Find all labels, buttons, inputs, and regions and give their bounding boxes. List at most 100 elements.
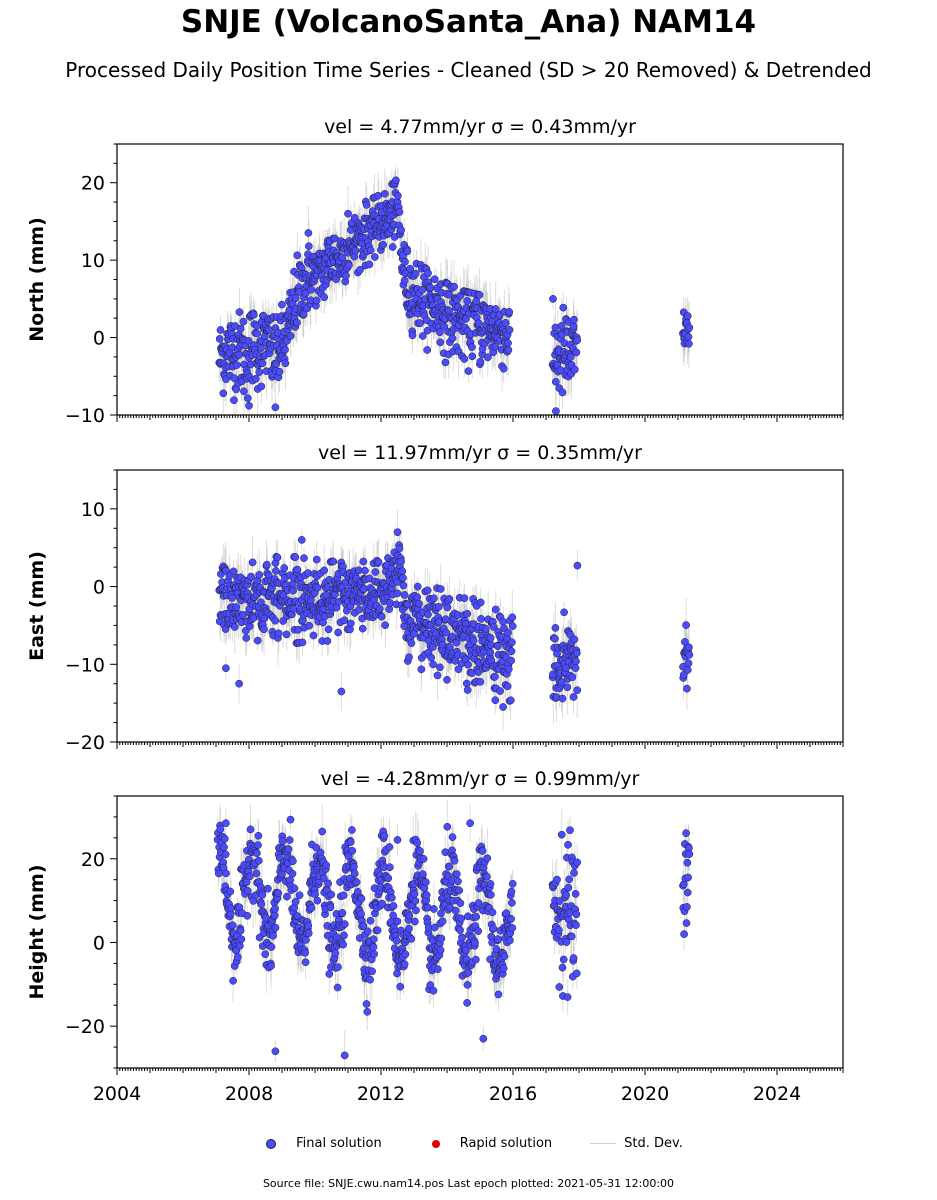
data-point <box>260 625 268 634</box>
data-point <box>301 289 310 298</box>
data-point <box>499 364 508 373</box>
data-point <box>429 660 437 669</box>
data-point <box>491 605 500 614</box>
data-point <box>236 926 245 935</box>
data-point <box>214 869 223 878</box>
data-point <box>289 857 297 866</box>
data-point <box>252 869 261 878</box>
data-point <box>298 638 307 647</box>
data-point <box>683 684 691 693</box>
data-point <box>235 308 244 316</box>
data-point <box>251 374 260 383</box>
data-point <box>416 319 424 328</box>
data-point <box>464 660 472 669</box>
data-point <box>551 323 560 332</box>
data-point <box>475 291 484 299</box>
data-point <box>445 595 454 603</box>
data-point <box>242 634 251 642</box>
data-point <box>304 929 313 938</box>
data-point <box>568 673 577 682</box>
data-point <box>486 648 495 657</box>
data-point <box>351 246 360 255</box>
data-point <box>433 671 442 680</box>
data-point <box>281 359 290 368</box>
data-point <box>326 903 335 912</box>
data-point <box>399 574 407 582</box>
data-point <box>400 276 409 285</box>
data-point <box>392 176 400 185</box>
data-point <box>375 604 384 613</box>
data-point <box>491 672 499 681</box>
data-point <box>684 333 693 341</box>
data-point <box>282 630 291 639</box>
data-point <box>235 941 244 950</box>
data-point <box>245 872 254 881</box>
data-point <box>312 555 321 564</box>
data-point <box>271 616 279 625</box>
data-point <box>434 603 443 611</box>
data-point <box>278 300 286 309</box>
data-point <box>216 326 225 334</box>
data-point <box>285 836 294 844</box>
data-point <box>683 666 692 674</box>
data-point <box>476 677 485 686</box>
data-point <box>265 325 274 334</box>
data-point <box>417 665 426 674</box>
data-point <box>232 603 241 612</box>
data-point <box>685 323 694 332</box>
data-point <box>271 904 279 913</box>
data-point <box>476 598 485 607</box>
data-point <box>278 837 287 845</box>
data-point <box>415 599 423 608</box>
data-point <box>358 624 367 633</box>
data-point <box>508 622 517 630</box>
data-point <box>284 845 293 853</box>
data-point <box>274 889 283 898</box>
data-point <box>267 962 275 970</box>
data-point <box>682 621 690 629</box>
data-point <box>460 594 469 603</box>
data-point <box>685 339 693 348</box>
data-point <box>236 324 245 333</box>
data-point <box>377 612 386 621</box>
data-point <box>418 286 426 294</box>
data-point <box>563 683 572 692</box>
data-point <box>569 693 578 701</box>
data-point <box>398 567 407 576</box>
data-point <box>430 594 438 603</box>
data-point <box>571 664 580 672</box>
data-point <box>499 617 508 626</box>
data-point <box>334 628 342 637</box>
data-point <box>442 628 451 637</box>
data-point <box>570 365 579 374</box>
data-point <box>463 609 472 618</box>
data-point <box>365 260 374 269</box>
data-point <box>464 367 473 375</box>
data-point <box>371 253 379 261</box>
data-points <box>213 815 694 1060</box>
data-point <box>508 613 517 622</box>
data-point <box>507 647 516 656</box>
data-point <box>551 634 559 643</box>
data-point <box>386 599 394 607</box>
data-point <box>406 264 415 273</box>
data-point <box>572 649 581 657</box>
data-point <box>508 638 516 647</box>
data-point <box>558 388 567 397</box>
data-point <box>573 336 582 345</box>
data-point <box>557 321 566 330</box>
data-point <box>374 558 383 566</box>
data-point <box>262 560 271 569</box>
data-point <box>257 382 266 391</box>
data-point <box>228 921 237 930</box>
data-point <box>489 623 498 631</box>
data-point <box>271 923 280 932</box>
data-point <box>424 269 432 278</box>
panel-title: vel = 11.97mm/yr σ = 0.35mm/yr <box>318 442 642 464</box>
data-point <box>413 593 422 602</box>
data-point <box>323 637 332 645</box>
data-point <box>344 261 353 270</box>
data-point <box>445 643 454 651</box>
data-point <box>552 407 560 415</box>
data-point <box>505 308 514 316</box>
